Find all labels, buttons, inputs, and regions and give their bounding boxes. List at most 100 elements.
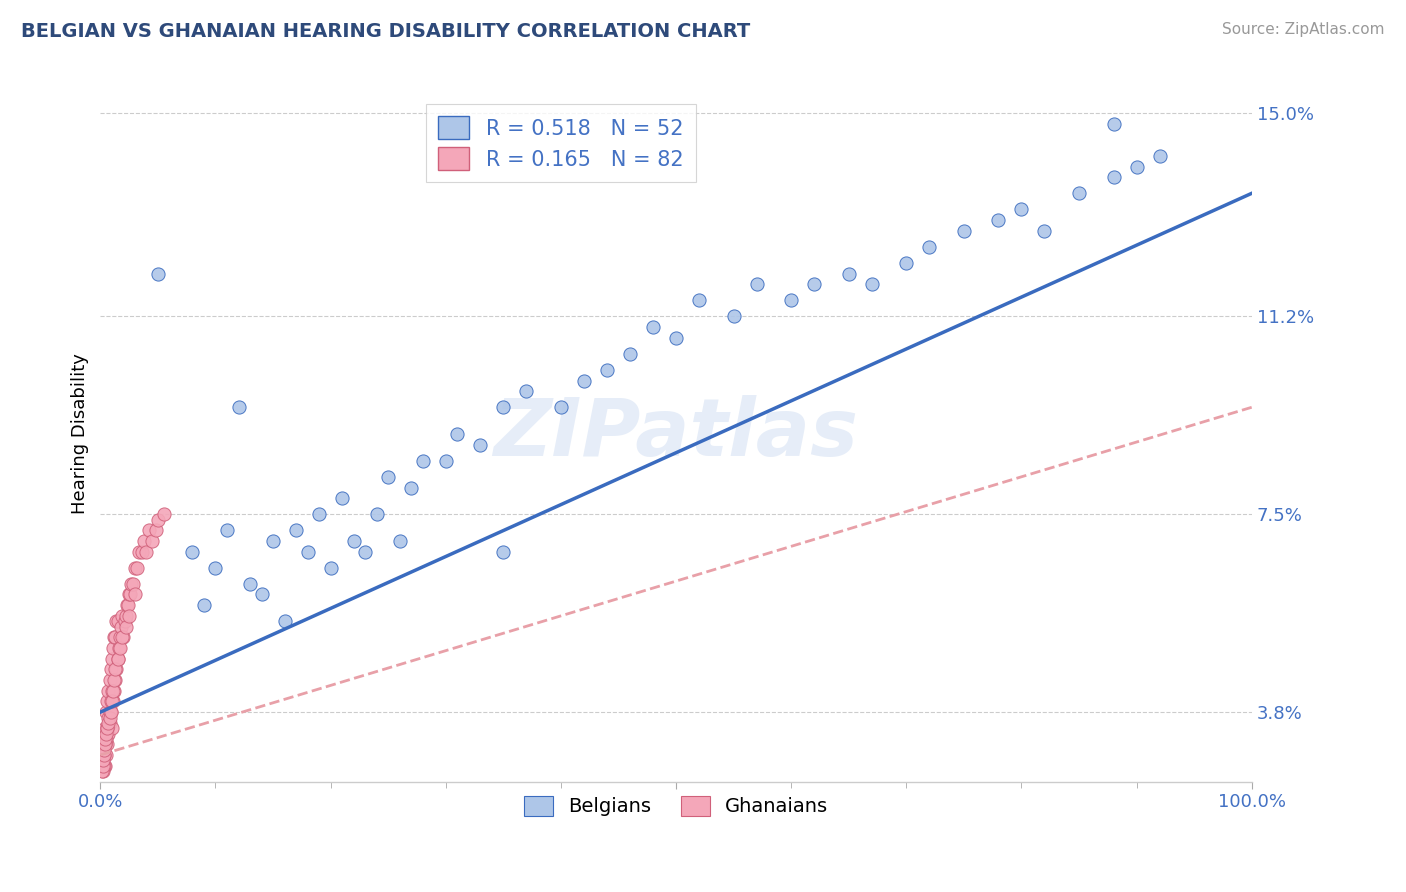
Point	[641, 320, 664, 334]
Point	[228, 401, 250, 415]
Point	[745, 277, 768, 292]
Point	[1102, 117, 1125, 131]
Point	[108, 630, 131, 644]
Point	[112, 630, 135, 644]
Point	[285, 524, 308, 538]
Point	[101, 651, 124, 665]
Point	[94, 721, 117, 735]
Point	[215, 524, 238, 538]
Point	[152, 508, 174, 522]
Point	[94, 705, 117, 719]
Point	[94, 731, 117, 746]
Point	[118, 608, 141, 623]
Point	[127, 560, 149, 574]
Point	[101, 683, 124, 698]
Point	[146, 267, 169, 281]
Point	[107, 640, 129, 655]
Point	[96, 721, 118, 735]
Point	[515, 384, 537, 399]
Point	[1033, 224, 1056, 238]
Point	[111, 630, 134, 644]
Point	[107, 651, 129, 665]
Point	[104, 662, 127, 676]
Point	[145, 524, 167, 538]
Point	[117, 598, 139, 612]
Point	[101, 694, 124, 708]
Point	[91, 764, 114, 778]
Point	[96, 694, 118, 708]
Point	[1102, 170, 1125, 185]
Point	[100, 705, 122, 719]
Point	[96, 737, 118, 751]
Point	[131, 544, 153, 558]
Point	[470, 438, 492, 452]
Point	[838, 267, 860, 281]
Point	[118, 587, 141, 601]
Point	[97, 683, 120, 698]
Point	[91, 758, 114, 772]
Point	[101, 694, 124, 708]
Point	[330, 491, 353, 506]
Point	[90, 764, 112, 778]
Point	[132, 534, 155, 549]
Point	[918, 240, 941, 254]
Point	[135, 544, 157, 558]
Point	[1149, 149, 1171, 163]
Point	[107, 614, 129, 628]
Point	[780, 293, 803, 308]
Point	[297, 544, 319, 558]
Point	[97, 715, 120, 730]
Point	[896, 256, 918, 270]
Point	[104, 673, 127, 687]
Point	[239, 576, 262, 591]
Point	[100, 705, 122, 719]
Point	[550, 401, 572, 415]
Point	[377, 470, 399, 484]
Point	[250, 587, 273, 601]
Point	[193, 598, 215, 612]
Point	[94, 726, 117, 740]
Point	[319, 560, 342, 574]
Point	[492, 401, 515, 415]
Point	[98, 715, 121, 730]
Point	[138, 524, 160, 538]
Point	[114, 619, 136, 633]
Point	[1125, 160, 1147, 174]
Point	[688, 293, 710, 308]
Point	[93, 747, 115, 762]
Point	[103, 630, 125, 644]
Point	[723, 310, 745, 324]
Point	[103, 673, 125, 687]
Point	[860, 277, 883, 292]
Point	[101, 721, 124, 735]
Point	[120, 576, 142, 591]
Point	[94, 737, 117, 751]
Point	[987, 213, 1010, 227]
Point	[121, 576, 143, 591]
Point	[97, 726, 120, 740]
Point	[91, 747, 114, 762]
Point	[124, 587, 146, 601]
Point	[100, 662, 122, 676]
Point	[308, 508, 330, 522]
Point	[94, 731, 117, 746]
Point	[98, 705, 121, 719]
Point	[107, 651, 129, 665]
Point	[124, 560, 146, 574]
Point	[101, 640, 124, 655]
Point	[105, 662, 128, 676]
Point	[1067, 186, 1090, 201]
Y-axis label: Hearing Disability: Hearing Disability	[72, 353, 89, 515]
Text: BELGIAN VS GHANAIAN HEARING DISABILITY CORRELATION CHART: BELGIAN VS GHANAIAN HEARING DISABILITY C…	[21, 22, 751, 41]
Point	[412, 454, 434, 468]
Point	[120, 587, 142, 601]
Point	[94, 737, 117, 751]
Point	[204, 560, 226, 574]
Point	[98, 673, 121, 687]
Point	[273, 614, 295, 628]
Point	[98, 710, 121, 724]
Point	[354, 544, 377, 558]
Point	[97, 710, 120, 724]
Point	[94, 758, 117, 772]
Point	[146, 513, 169, 527]
